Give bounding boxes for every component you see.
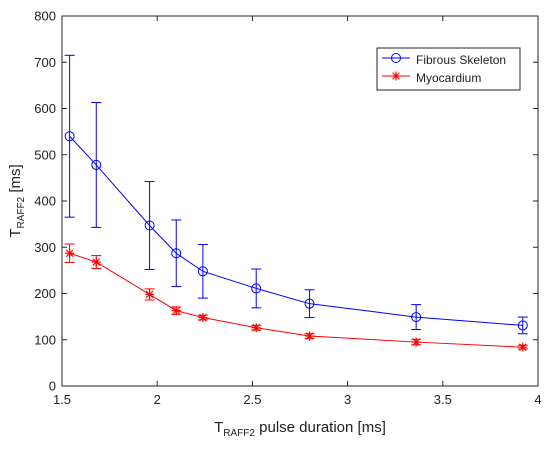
y-tick-label: 500 bbox=[34, 147, 56, 162]
x-tick-label: 2.5 bbox=[243, 392, 261, 407]
error-bar bbox=[304, 289, 315, 319]
legend-marker bbox=[391, 71, 401, 81]
legend-marker bbox=[391, 53, 401, 63]
error-bar bbox=[91, 101, 102, 228]
data-point bbox=[64, 131, 75, 142]
asterisk-stroke bbox=[172, 306, 181, 315]
x-axis-label: TRAFF2 pulse duration [ms] bbox=[214, 419, 386, 439]
asterisk-stroke bbox=[412, 338, 420, 346]
data-point bbox=[171, 306, 181, 316]
legend-label-myocardium: Myocardium bbox=[416, 71, 481, 85]
x-axis-label-main: T bbox=[214, 419, 223, 436]
y-axis-label-main: T bbox=[7, 229, 24, 238]
error-bar bbox=[64, 54, 75, 218]
y-tick-label: 200 bbox=[34, 286, 56, 301]
asterisk-stroke bbox=[392, 72, 400, 80]
data-point bbox=[411, 312, 422, 323]
data-point bbox=[91, 159, 102, 170]
y-tick-label: 400 bbox=[34, 194, 56, 209]
y-tick-label: 0 bbox=[49, 379, 56, 394]
error-bar bbox=[144, 181, 155, 270]
data-point bbox=[171, 248, 182, 259]
y-tick-label: 700 bbox=[34, 55, 56, 70]
data-point bbox=[65, 248, 75, 258]
y-tick-label: 100 bbox=[34, 332, 56, 347]
error-bar bbox=[197, 243, 208, 299]
asterisk-stroke bbox=[92, 258, 101, 266]
y-tick-label: 800 bbox=[34, 9, 56, 24]
y-axis-label-subscript: RAFF2 bbox=[16, 196, 27, 228]
x-tick-label: 4 bbox=[534, 392, 541, 407]
x-axis-label-subscript: RAFF2 bbox=[223, 428, 255, 439]
data-point bbox=[517, 320, 528, 331]
x-tick-label: 3.5 bbox=[434, 392, 452, 407]
error-bar bbox=[251, 268, 262, 309]
data-point bbox=[411, 337, 421, 347]
y-axis-label-rest: [ms] bbox=[7, 164, 24, 197]
data-point bbox=[251, 323, 261, 333]
x-axis-label-rest: pulse duration [ms] bbox=[255, 419, 386, 436]
data-point bbox=[304, 298, 315, 309]
asterisk-stroke bbox=[65, 249, 74, 258]
asterisk-stroke bbox=[145, 290, 154, 299]
series-layer bbox=[64, 54, 528, 352]
legend: Fibrous Skeleton Myocardium bbox=[376, 47, 521, 91]
error-bar bbox=[171, 219, 182, 288]
asterisk-stroke bbox=[252, 323, 261, 332]
error-bar bbox=[517, 316, 528, 335]
data-point bbox=[198, 313, 208, 323]
data-point bbox=[305, 331, 315, 341]
data-point bbox=[518, 342, 528, 352]
legend-label-fibrous-skeleton: Fibrous Skeleton bbox=[416, 53, 506, 67]
legend-symbols bbox=[382, 53, 410, 81]
data-point bbox=[197, 266, 208, 277]
x-tick-label: 1.5 bbox=[53, 392, 71, 407]
y-tick-label: 300 bbox=[34, 240, 56, 255]
series-fibrous-skeleton bbox=[64, 54, 528, 335]
y-axis-label: TRAFF2 [ms] bbox=[7, 164, 27, 237]
data-point bbox=[144, 220, 155, 231]
y-tick-label: 600 bbox=[34, 101, 56, 116]
asterisk-stroke bbox=[518, 343, 527, 351]
data-point bbox=[145, 289, 155, 299]
series-myocardium bbox=[64, 243, 528, 352]
data-point bbox=[251, 283, 262, 294]
legend-box bbox=[376, 47, 521, 91]
data-point bbox=[91, 257, 101, 267]
asterisk-stroke bbox=[305, 332, 314, 340]
asterisk-stroke bbox=[199, 313, 207, 322]
x-tick-label: 2 bbox=[154, 392, 161, 407]
x-tick-label: 3 bbox=[344, 392, 351, 407]
error-bar bbox=[411, 304, 422, 331]
tick-layer: 1.5 2 2.5 3 3.5 4 0 100 200 300 400 500 600 700 800 bbox=[34, 9, 541, 408]
